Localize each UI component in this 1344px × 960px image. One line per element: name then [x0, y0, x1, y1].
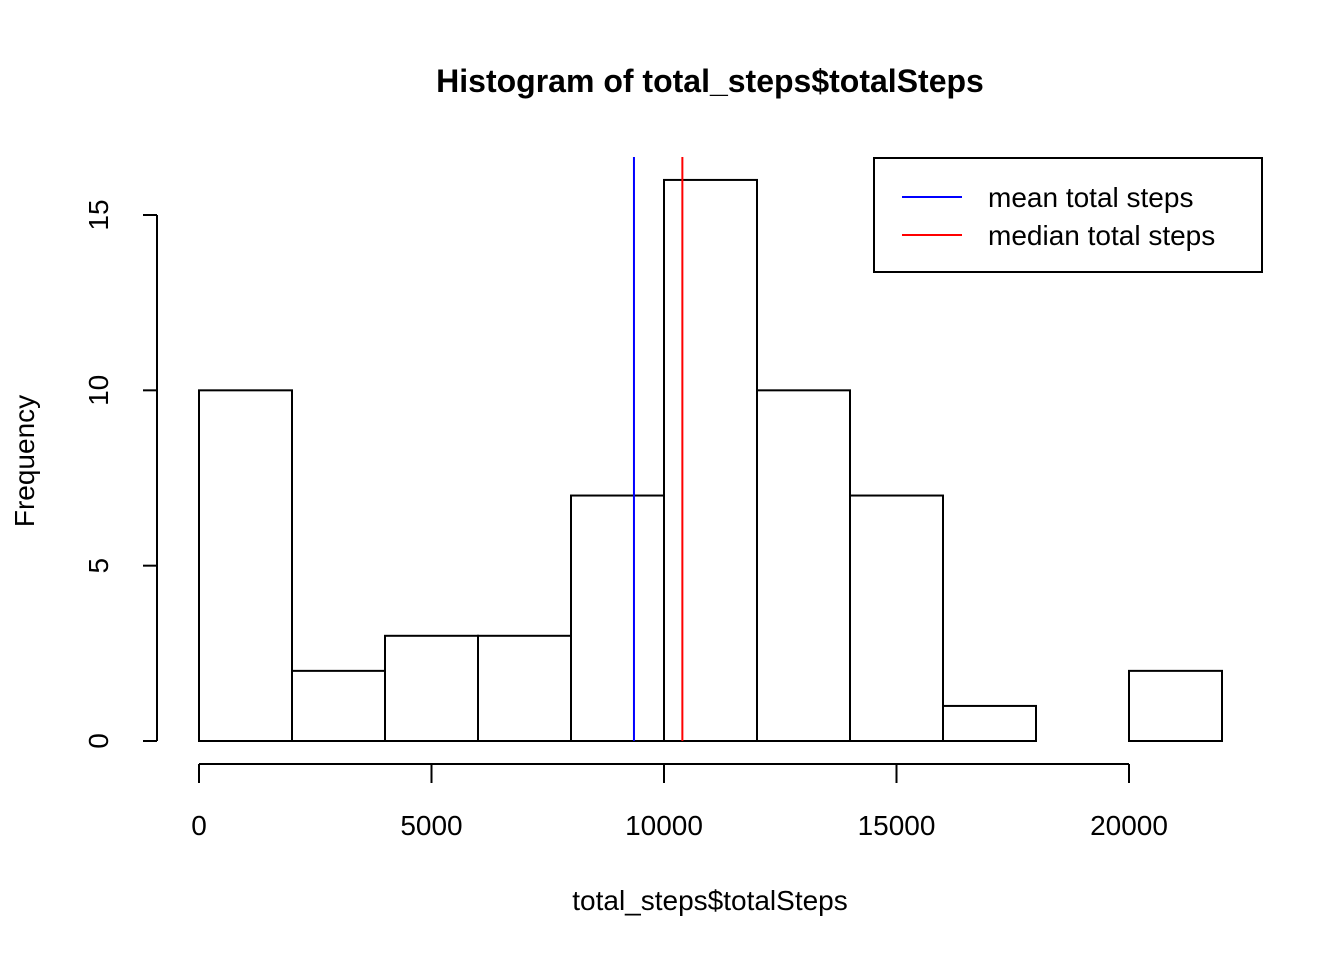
histogram-bar: [198, 389, 293, 742]
y-tick-label: 10: [83, 375, 114, 406]
histogram-bar: [756, 389, 851, 742]
x-tick-label: 10000: [625, 810, 703, 841]
x-tick-label: 5000: [400, 810, 462, 841]
histogram-bars: [198, 178, 1223, 743]
y-tick-label: 15: [83, 199, 114, 230]
histogram-bar: [942, 704, 1037, 743]
x-tick-label: 15000: [858, 810, 936, 841]
x-axis: 0 5000 10000 15000 20000: [191, 763, 1168, 841]
histogram-bar: [663, 178, 758, 742]
histogram-bar: [849, 494, 944, 742]
y-tick-label: 5: [83, 558, 114, 574]
chart-title: Histogram of total_steps$totalSteps: [436, 63, 984, 99]
x-axis-label: total_steps$totalSteps: [572, 885, 848, 916]
histogram-bar: [570, 494, 665, 742]
histogram-bar: [291, 669, 386, 742]
legend-label-median: median total steps: [988, 220, 1215, 251]
reference-lines: [632, 157, 684, 741]
histogram-bar: [384, 634, 479, 742]
y-axis: 0 5 10 15: [83, 199, 158, 749]
y-axis-label: Frequency: [9, 395, 40, 527]
y-tick-label: 0: [83, 733, 114, 749]
legend-box: [873, 157, 1263, 273]
histogram-bar: [1128, 669, 1223, 742]
legend: mean total steps median total steps: [873, 157, 1263, 273]
histogram-bar: [477, 634, 572, 742]
legend-label-mean: mean total steps: [988, 182, 1193, 213]
x-tick-label: 20000: [1090, 810, 1168, 841]
x-tick-label: 0: [191, 810, 207, 841]
